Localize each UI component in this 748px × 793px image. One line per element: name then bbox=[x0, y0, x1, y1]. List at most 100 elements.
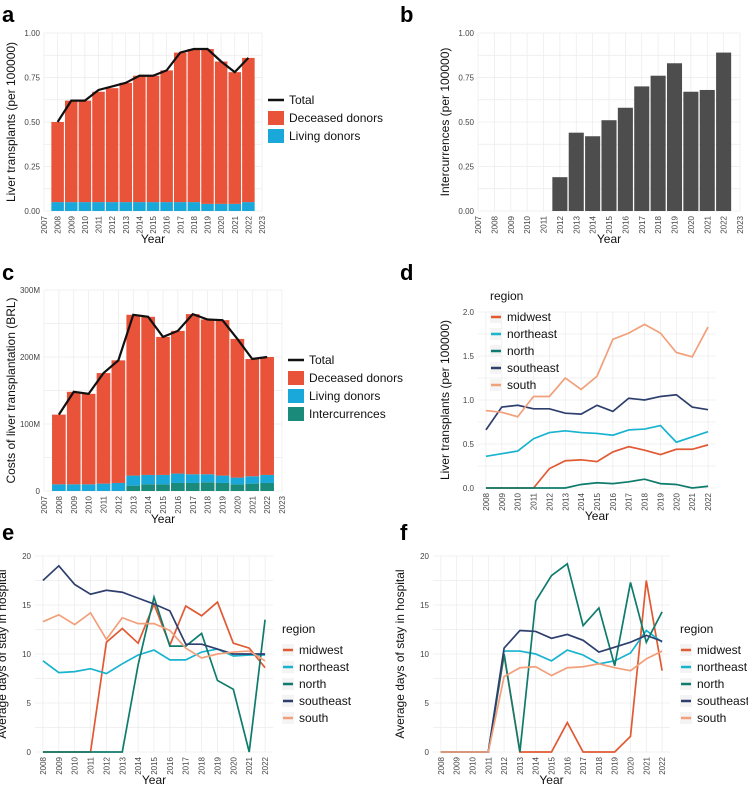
x-tick-label: 2013 bbox=[561, 492, 570, 510]
y-axis-label: Costs of liver transplantation (BRL) bbox=[4, 297, 18, 483]
bar-living-donors bbox=[156, 474, 170, 485]
bar-intercurrences bbox=[156, 484, 170, 491]
bar-deceased-donors bbox=[119, 82, 133, 203]
bar-intercurrences bbox=[601, 120, 617, 211]
x-tick-label: 2021 bbox=[248, 495, 257, 513]
legend-label: southeast bbox=[697, 694, 748, 708]
legend-label: northeast bbox=[507, 327, 558, 341]
line-southeast bbox=[485, 393, 709, 431]
x-tick-label: 2016 bbox=[166, 756, 175, 774]
x-tick-label: 2011 bbox=[87, 756, 96, 774]
legend-title: region bbox=[680, 622, 713, 636]
x-tick-label: 2014 bbox=[577, 492, 586, 510]
bar-living-donors bbox=[201, 203, 214, 211]
x-tick-label: 2015 bbox=[605, 215, 614, 233]
x-tick-label: 2014 bbox=[589, 215, 598, 233]
y-tick-label: 20 bbox=[420, 552, 429, 561]
bar-intercurrences bbox=[683, 91, 699, 211]
bar-living-donors bbox=[141, 474, 155, 485]
x-tick-label: 2023 bbox=[736, 215, 745, 233]
x-tick-label: 2007 bbox=[40, 495, 49, 513]
legend-label: Intercurrences bbox=[309, 407, 386, 421]
bar-deceased-donors bbox=[51, 122, 64, 203]
x-tick-label: 2012 bbox=[556, 215, 565, 233]
x-tick-label: 2018 bbox=[654, 215, 663, 233]
bar-deceased-donors bbox=[78, 100, 92, 203]
x-tick-label: 2021 bbox=[703, 215, 712, 233]
y-tick-label: 0.0 bbox=[463, 484, 475, 493]
bar-deceased-donors bbox=[141, 316, 155, 475]
x-axis-label: Year bbox=[597, 232, 621, 246]
legend-key-box bbox=[288, 407, 304, 421]
y-tick-label: 0 bbox=[36, 487, 41, 496]
y-tick-label: 10 bbox=[420, 650, 429, 659]
x-axis-label: Year bbox=[539, 773, 563, 787]
x-tick-label: 2014 bbox=[134, 756, 143, 774]
x-tick-label: 2009 bbox=[498, 492, 507, 510]
legend-label: south bbox=[507, 378, 536, 392]
y-axis-label: Liver transplants (per 100000) bbox=[438, 320, 452, 480]
bar-living-donors bbox=[81, 484, 96, 491]
total-line bbox=[57, 312, 268, 416]
y-tick-label: 0.5 bbox=[463, 440, 475, 449]
legend-title: region bbox=[490, 289, 523, 303]
bar-living-donors bbox=[260, 474, 274, 483]
bar-intercurrences bbox=[230, 484, 245, 491]
bar-intercurrences bbox=[260, 482, 274, 491]
x-tick-label: 2023 bbox=[258, 215, 267, 233]
x-tick-label: 2013 bbox=[122, 215, 131, 233]
panel-letter-f: f bbox=[400, 520, 408, 545]
x-tick-label: 2015 bbox=[593, 492, 602, 510]
bar-deceased-donors bbox=[111, 360, 126, 483]
x-tick-label: 2016 bbox=[163, 215, 172, 233]
legend-label: Living donors bbox=[289, 129, 360, 143]
x-tick-label: 2008 bbox=[490, 215, 499, 233]
x-tick-label: 2019 bbox=[213, 756, 222, 774]
x-tick-label: 2019 bbox=[656, 492, 665, 510]
legend-label: Total bbox=[289, 93, 314, 107]
x-tick-label: 2007 bbox=[40, 215, 49, 233]
panel-letter-d: d bbox=[400, 260, 413, 285]
x-tick-label: 2017 bbox=[182, 756, 191, 774]
bar-deceased-donors bbox=[171, 330, 185, 474]
bar-deceased-donors bbox=[92, 91, 105, 203]
legend-label: midwest bbox=[507, 310, 552, 324]
x-tick-label: 2009 bbox=[453, 756, 462, 774]
y-axis-label: Liver transplants (per 100000) bbox=[4, 42, 18, 202]
bar-living-donors bbox=[96, 483, 111, 491]
bar-intercurrences bbox=[568, 132, 584, 211]
x-tick-label: 2012 bbox=[114, 495, 123, 513]
bar-deceased-donors bbox=[242, 57, 255, 203]
total-line bbox=[56, 47, 250, 123]
bar-living-donors bbox=[215, 475, 230, 483]
x-tick-label: 2008 bbox=[39, 756, 48, 774]
bar-living-donors bbox=[146, 202, 160, 211]
bar-living-donors bbox=[105, 202, 119, 211]
bar-intercurrences bbox=[552, 177, 568, 211]
bar-deceased-donors bbox=[160, 70, 173, 203]
bar-living-donors bbox=[214, 203, 228, 211]
x-tick-label: 2007 bbox=[474, 215, 483, 233]
x-tick-label: 2012 bbox=[108, 215, 117, 233]
x-tick-label: 2018 bbox=[204, 495, 213, 513]
bar-deceased-donors bbox=[215, 320, 230, 476]
line-north bbox=[42, 593, 266, 753]
x-tick-label: 2019 bbox=[611, 756, 620, 774]
x-tick-label: 2010 bbox=[469, 756, 478, 774]
x-tick-label: 2016 bbox=[621, 215, 630, 233]
bar-deceased-donors bbox=[245, 359, 260, 477]
x-tick-label: 2018 bbox=[198, 756, 207, 774]
x-tick-label: 2014 bbox=[135, 215, 144, 233]
y-tick-label: 0.25 bbox=[458, 163, 474, 172]
x-tick-label: 2015 bbox=[149, 215, 158, 233]
line-south bbox=[485, 323, 709, 418]
legend-label: northeast bbox=[697, 660, 748, 674]
x-tick-label: 2011 bbox=[100, 495, 109, 513]
x-tick-label: 2021 bbox=[231, 215, 240, 233]
bar-living-donors bbox=[66, 484, 81, 491]
bar-intercurrences bbox=[245, 483, 260, 491]
x-axis-label: Year bbox=[142, 773, 166, 787]
x-tick-label: 2011 bbox=[540, 215, 549, 233]
x-tick-label: 2020 bbox=[233, 495, 242, 513]
bar-intercurrences bbox=[716, 52, 732, 211]
